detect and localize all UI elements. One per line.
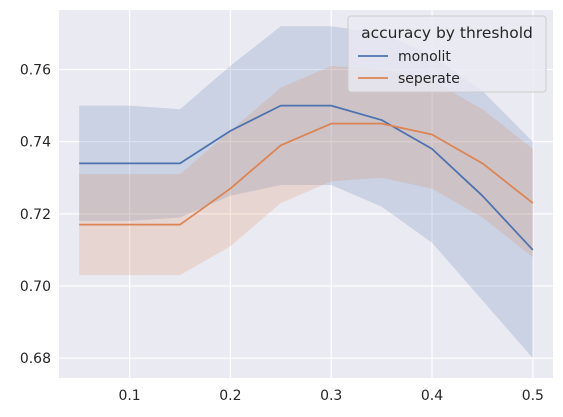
x-tick-label: 0.5 — [522, 388, 544, 404]
y-tick-label: 0.68 — [20, 351, 51, 367]
point-monolit-6 — [381, 119, 383, 121]
point-monolit-8 — [481, 195, 483, 197]
confidence-bands — [79, 26, 533, 359]
point-monolit-1 — [129, 162, 131, 164]
legend-entries: monolit seperate — [358, 49, 460, 87]
point-seperate-3 — [229, 188, 231, 190]
line-seperate — [79, 122, 534, 226]
y-tick-label: 0.76 — [20, 63, 51, 79]
point-seperate-7 — [431, 133, 433, 135]
y-tick-label: 0.70 — [20, 279, 51, 295]
point-monolit-5 — [330, 105, 332, 107]
x-axis-ticks: 0.1 0.2 0.3 0.4 0.5 — [118, 388, 544, 404]
line-monolit — [79, 104, 534, 251]
point-seperate-9 — [532, 202, 534, 204]
point-monolit-9 — [532, 249, 534, 251]
band-seperate — [79, 65, 533, 276]
legend: accuracy by threshold monolit seperate — [347, 15, 547, 93]
legend-label-seperate: seperate — [398, 71, 460, 87]
x-tick-label: 0.4 — [421, 388, 443, 404]
point-seperate-4 — [280, 144, 282, 146]
band-monolit — [79, 26, 533, 359]
point-seperate-2 — [179, 224, 181, 226]
y-tick-label: 0.74 — [20, 135, 51, 151]
point-monolit-2 — [179, 162, 181, 164]
x-tick-label: 0.3 — [320, 388, 342, 404]
point-seperate-1 — [129, 224, 131, 226]
point-monolit-7 — [431, 148, 433, 150]
legend-box — [347, 15, 547, 93]
point-monolit-4 — [280, 105, 282, 107]
legend-title: accuracy by threshold — [361, 24, 533, 42]
point-monolit-3 — [229, 130, 231, 132]
point-seperate-0 — [78, 224, 80, 226]
y-axis-ticks: 0.68 0.70 0.72 0.74 0.76 — [20, 63, 51, 368]
y-tick-label: 0.72 — [20, 207, 51, 223]
point-monolit-0 — [78, 162, 80, 164]
legend-label-monolit: monolit — [398, 49, 451, 65]
x-tick-label: 0.2 — [219, 388, 241, 404]
point-seperate-6 — [381, 123, 383, 125]
x-tick-label: 0.1 — [118, 388, 140, 404]
point-seperate-8 — [481, 162, 483, 164]
point-seperate-5 — [330, 123, 332, 125]
series-lines — [78, 104, 534, 251]
